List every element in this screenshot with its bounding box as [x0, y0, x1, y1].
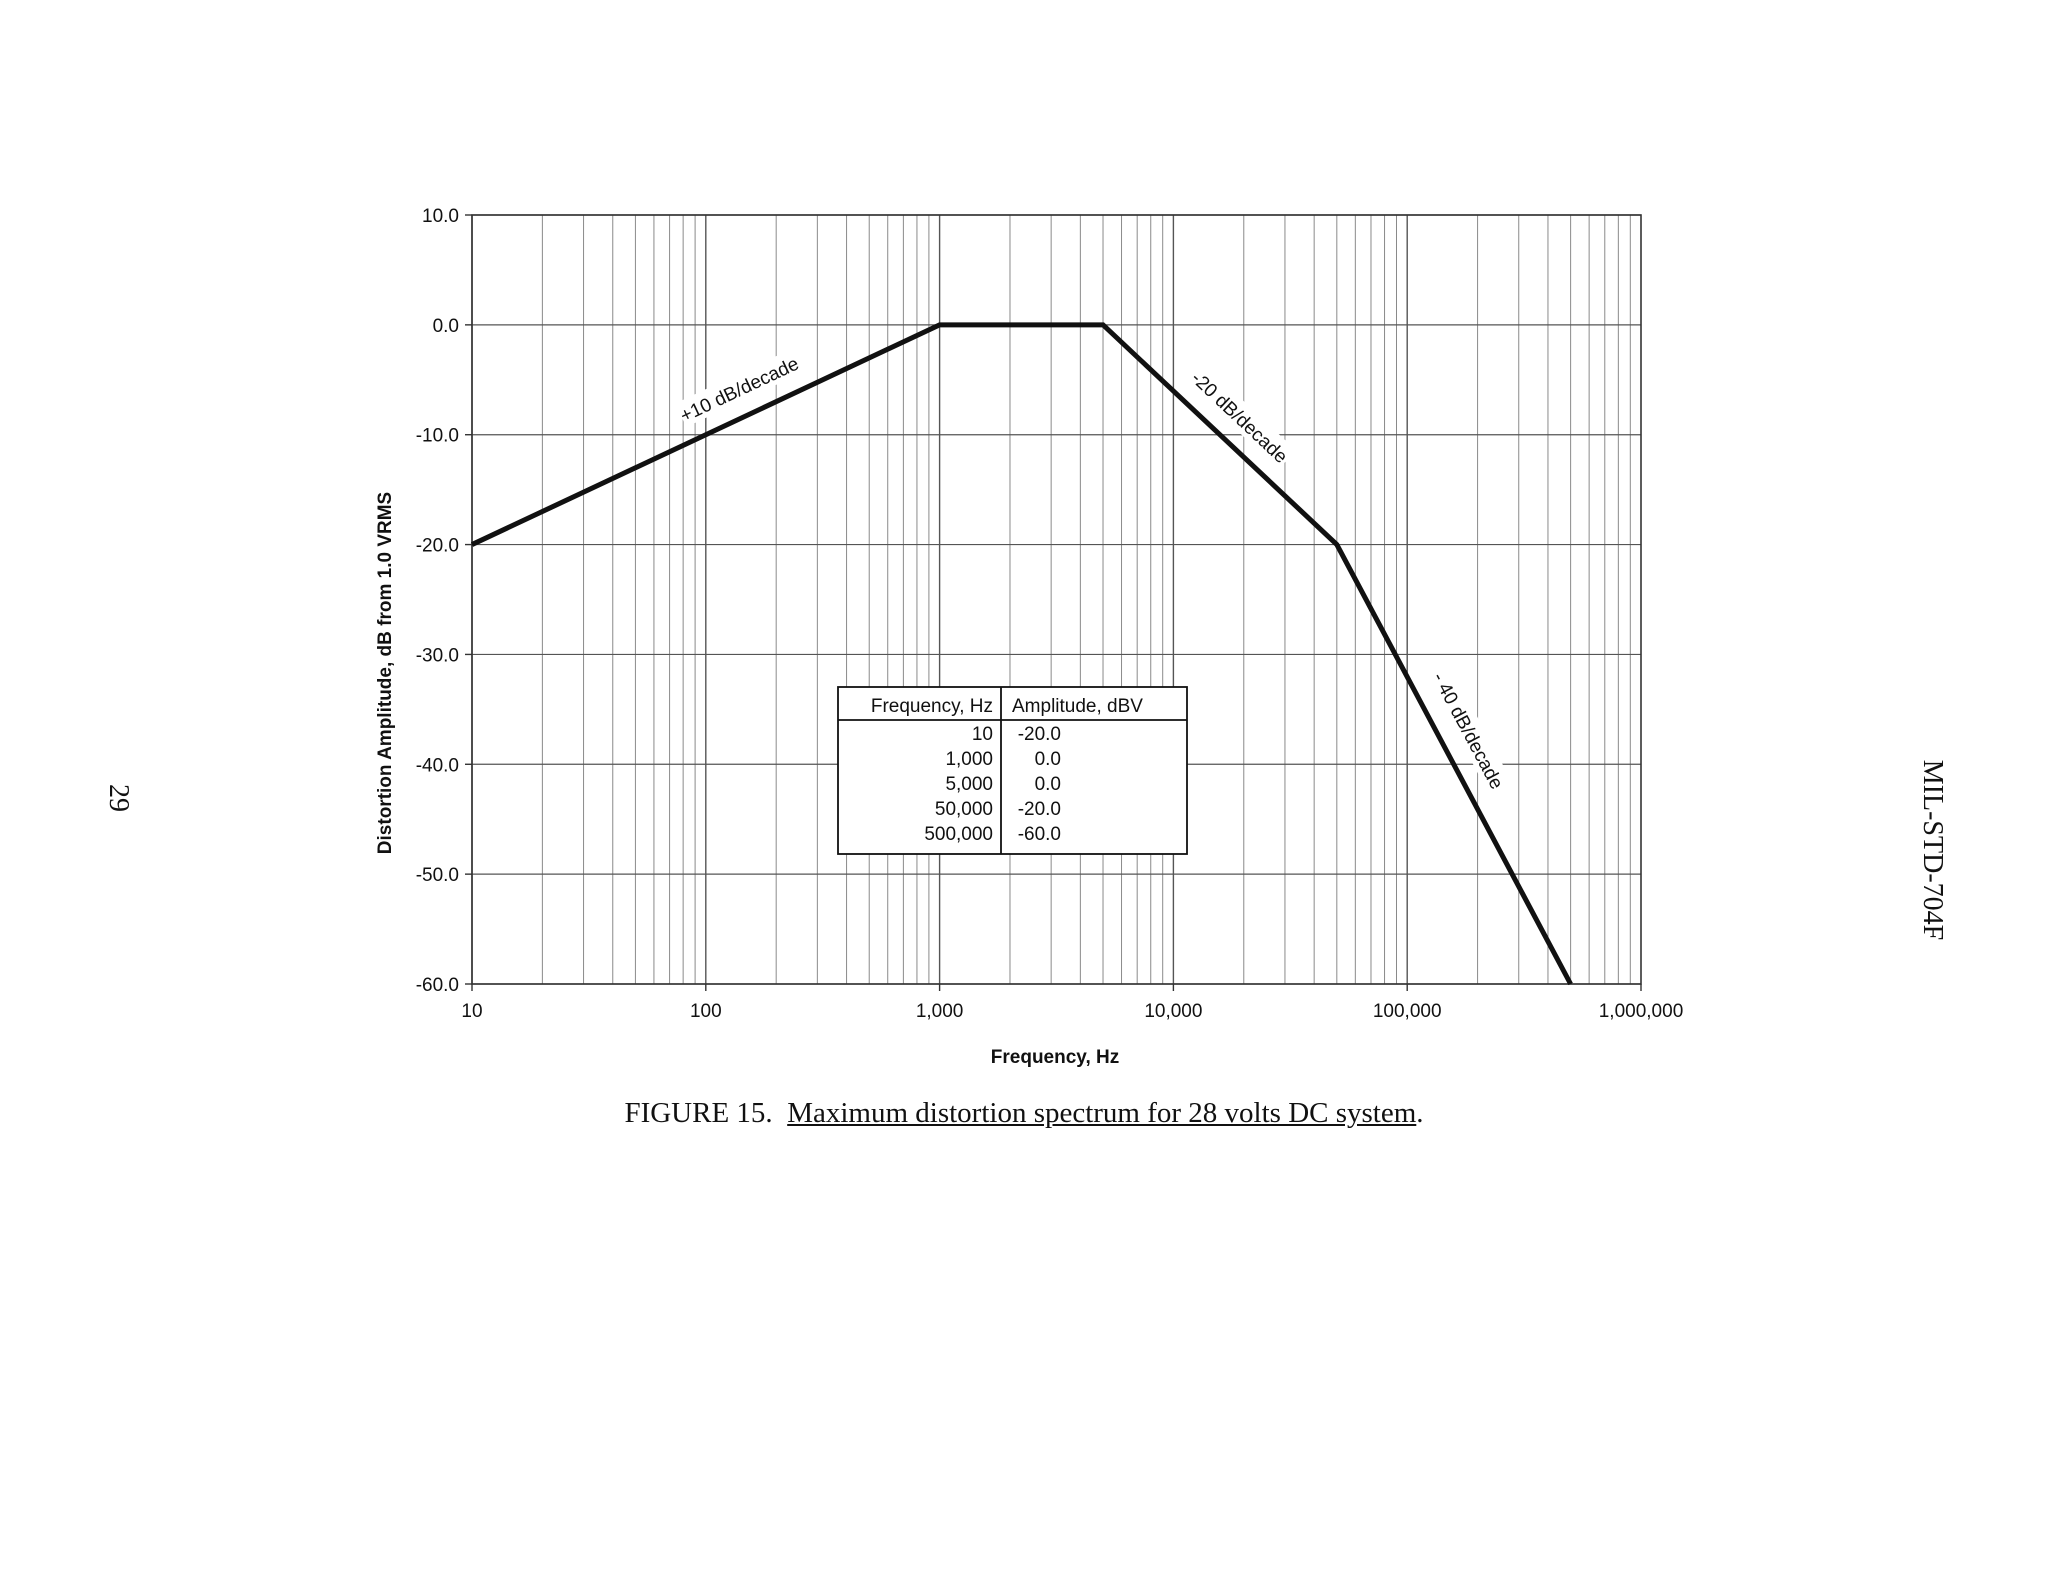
caption-suffix: . — [1416, 1097, 1424, 1129]
slope-label: - 40 dB/decade — [1428, 669, 1507, 793]
x-tick-label: 100 — [690, 1001, 722, 1022]
table-cell-frequency: 500,000 — [924, 824, 993, 845]
x-tick-label: 1,000,000 — [1599, 1001, 1684, 1022]
table-cell-amplitude: 0.0 — [1035, 749, 1061, 770]
y-tick-label: -10.0 — [416, 426, 459, 447]
slope-annotation: +10 dB/decade — [675, 349, 802, 427]
table-frame — [837, 686, 1188, 855]
table-cell-frequency: 10 — [972, 724, 993, 745]
table-cell-amplitude: -20.0 — [1018, 799, 1061, 820]
table-cell-amplitude: -20.0 — [1018, 724, 1061, 745]
series-layer — [470, 322, 1573, 986]
annotation-background — [1185, 362, 1297, 470]
annotation-background — [1427, 667, 1512, 793]
x-tick-label: 10 — [461, 1001, 482, 1022]
table-cell-amplitude: 0.0 — [1035, 774, 1061, 795]
table-cell-amplitude: -60.0 — [1018, 824, 1061, 845]
axis-tick-labels: 10 100 1,000 10,000 100,000 1,000,000 10.0 0.0 -… — [416, 206, 1684, 1022]
table-header-amplitude: Amplitude, dBV — [1012, 696, 1143, 717]
table-cell-frequency: 5,000 — [945, 774, 993, 795]
y-tick-label: -60.0 — [416, 975, 459, 996]
slope-annotation: - 40 dB/decade — [1427, 667, 1512, 793]
y-tick-label: -30.0 — [416, 645, 459, 666]
x-axis-title: Frequency, Hz — [991, 1047, 1119, 1068]
plot-frame — [471, 214, 1642, 985]
caption-prefix: FIGURE 15. — [624, 1097, 773, 1129]
breakpoint-table: Frequency, Hz Amplitude, dBV 10 -20.0 1,000 0… — [837, 686, 1188, 855]
chart-grid — [465, 214, 1642, 991]
y-tick-label: 0.0 — [433, 316, 459, 337]
x-tick-label: 100,000 — [1373, 1001, 1442, 1022]
y-tick-label: -40.0 — [416, 755, 459, 776]
figure-caption: FIGURE 15. Maximum distortion spectrum f… — [0, 1097, 2048, 1130]
y-tick-label: 10.0 — [422, 206, 459, 227]
caption-title: Maximum distortion spectrum for 28 volts… — [787, 1097, 1417, 1129]
table-header-frequency: Frequency, Hz — [871, 696, 993, 717]
y-axis-title: Distortion Amplitude, dB from 1.0 VRMS — [375, 492, 396, 854]
annotation-background — [675, 349, 803, 428]
y-tick-label: -20.0 — [416, 536, 459, 557]
y-tick-label: -50.0 — [416, 865, 459, 886]
x-tick-label: 10,000 — [1144, 1001, 1202, 1022]
table-cell-frequency: 1,000 — [945, 749, 993, 770]
x-tick-label: 1,000 — [916, 1001, 964, 1022]
table-cell-frequency: 50,000 — [935, 799, 993, 820]
distortion-limit-line — [470, 322, 1573, 986]
